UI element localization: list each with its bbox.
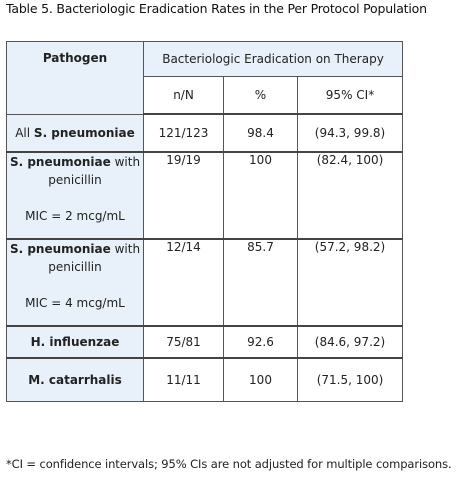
ci-cell: (94.3, 99.8) [296, 113, 404, 153]
pathogen-cell: S. pneumoniae with penicillin MIC = 2 mc… [6, 151, 144, 240]
percent-cell: 98.4 [223, 113, 298, 153]
pathogen-name: H. influenzae [30, 335, 120, 349]
header-row: Pathogen Bacteriologic Eradication on Th… [6, 41, 404, 115]
pathogen-cell: M. catarrhalis [6, 357, 144, 402]
ci-cell: (84.6, 97.2) [296, 325, 404, 359]
table-row: S. pneumoniae with penicillin MIC = 4 mc… [6, 238, 404, 327]
pathogen-name: M. catarrhalis [28, 373, 122, 387]
mic-text: MIC = 2 mcg/mL [25, 209, 125, 223]
table-row: S. pneumoniae with penicillin MIC = 2 mc… [6, 151, 404, 240]
pathogen-header: Pathogen [6, 41, 144, 115]
pathogen-cell: All S. pneumoniae [6, 113, 144, 153]
pathogen-cell: H. influenzae [6, 325, 144, 359]
percent-cell: 100 [223, 151, 298, 240]
table-caption: Table 5. Bacteriologic Eradication Rates… [6, 1, 427, 16]
table-row: H. influenzae 75/81 92.6 (84.6, 97.2) [6, 325, 404, 359]
nn-cell: 11/11 [143, 357, 224, 402]
ci-header: 95% CI* [296, 76, 404, 115]
pathogen-name: S. pneumoniae [33, 125, 135, 140]
footnote: *CI = confidence intervals; 95% CIs are … [6, 457, 452, 471]
percent-cell: 100 [223, 357, 298, 402]
percent-header: % [223, 76, 298, 115]
nn-cell: 75/81 [143, 325, 224, 359]
table-row: M. catarrhalis 11/11 100 (71.5, 100) [6, 357, 404, 402]
pathogen-suffix: with penicillin [48, 155, 141, 187]
pathogen-name: S. pneumoniae [9, 155, 111, 169]
nn-cell: 19/19 [143, 151, 224, 240]
nn-cell: 121/123 [143, 113, 224, 153]
percent-cell: 85.7 [223, 238, 298, 327]
pathogen-prefix: All [15, 125, 34, 140]
pathogen-suffix: with penicillin [48, 242, 141, 274]
mic-text: MIC = 4 mcg/mL [25, 296, 125, 310]
subheader-row: n/N % 95% CI* [7, 76, 404, 115]
pathogen-name: S. pneumoniae [9, 242, 111, 256]
percent-cell: 92.6 [223, 325, 298, 359]
ci-cell: (82.4, 100) [296, 151, 404, 240]
ci-cell: (57.2, 98.2) [296, 238, 404, 327]
eradication-group-header: Bacteriologic Eradication on Therapy [142, 41, 404, 77]
eradication-table: Pathogen Bacteriologic Eradication on Th… [6, 41, 404, 402]
nn-cell: 12/14 [143, 238, 224, 327]
pathogen-cell: S. pneumoniae with penicillin MIC = 4 mc… [6, 238, 144, 327]
nn-header: n/N [143, 76, 224, 115]
table-row: All S. pneumoniae 121/123 98.4 (94.3, 99… [6, 113, 404, 153]
ci-cell: (71.5, 100) [296, 357, 404, 402]
